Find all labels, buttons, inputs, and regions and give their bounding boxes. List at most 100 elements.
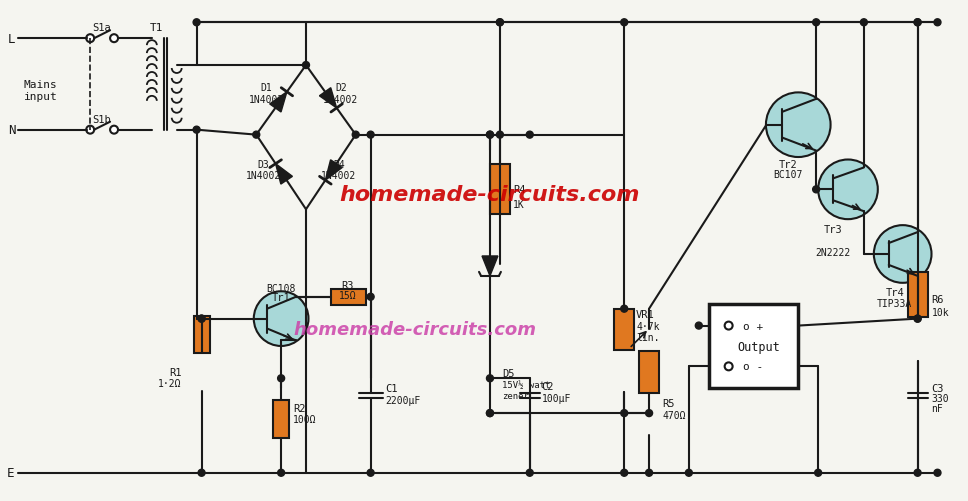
Circle shape (914, 20, 922, 27)
Circle shape (813, 20, 820, 27)
Text: N: N (8, 124, 15, 137)
Circle shape (620, 469, 627, 476)
Text: D3
1N4002: D3 1N4002 (246, 159, 281, 181)
Text: Tr3: Tr3 (824, 224, 842, 234)
Text: E: E (7, 466, 15, 479)
Circle shape (86, 35, 94, 43)
Circle shape (487, 132, 494, 139)
Text: VR1: VR1 (636, 309, 655, 319)
Text: Output: Output (737, 340, 780, 353)
Text: Mains: Mains (23, 80, 57, 90)
Polygon shape (319, 89, 337, 109)
Circle shape (86, 126, 94, 134)
Text: R5: R5 (662, 398, 675, 408)
Text: 470Ω: 470Ω (662, 410, 685, 420)
Text: BC108: BC108 (266, 283, 296, 293)
Circle shape (914, 316, 922, 323)
Text: C2: C2 (542, 381, 554, 391)
Circle shape (198, 316, 205, 323)
Circle shape (527, 132, 533, 139)
Bar (331, 289, 366, 305)
Circle shape (934, 20, 941, 27)
Polygon shape (276, 164, 292, 185)
Circle shape (685, 469, 692, 476)
Text: 15Ω: 15Ω (339, 290, 356, 300)
Circle shape (487, 410, 494, 417)
Text: o -: o - (743, 362, 764, 372)
Polygon shape (270, 93, 287, 113)
Circle shape (497, 132, 503, 139)
Text: L: L (8, 33, 15, 46)
Text: homemade-circuits.com: homemade-circuits.com (340, 185, 640, 205)
Text: 100Ω: 100Ω (293, 414, 317, 424)
Circle shape (487, 410, 494, 417)
Circle shape (813, 186, 820, 193)
Text: Tr4: Tr4 (886, 287, 904, 297)
Circle shape (934, 469, 941, 476)
Bar (615, 309, 634, 351)
Text: input: input (23, 92, 57, 102)
Text: S1b: S1b (93, 115, 111, 124)
Circle shape (914, 316, 922, 323)
Circle shape (367, 132, 374, 139)
Circle shape (352, 132, 359, 139)
Text: D1
1N4002: D1 1N4002 (249, 83, 284, 105)
Circle shape (367, 294, 374, 301)
Polygon shape (325, 160, 342, 181)
Circle shape (695, 323, 703, 329)
Circle shape (646, 469, 652, 476)
Ellipse shape (818, 160, 878, 220)
Text: R1: R1 (169, 368, 182, 378)
Text: 15V½ watt: 15V½ watt (501, 380, 550, 389)
Text: 10k: 10k (931, 307, 950, 317)
Text: Tr1: Tr1 (272, 292, 290, 302)
Circle shape (914, 469, 922, 476)
Text: S1a: S1a (93, 23, 111, 33)
Ellipse shape (254, 292, 309, 346)
Polygon shape (482, 257, 498, 277)
Text: C3: C3 (931, 383, 944, 393)
Circle shape (278, 375, 285, 382)
Circle shape (725, 363, 733, 371)
Circle shape (914, 20, 922, 27)
Text: C1: C1 (385, 383, 398, 393)
Text: Tr2: Tr2 (779, 160, 798, 170)
Text: R3: R3 (342, 280, 354, 290)
Circle shape (303, 63, 310, 69)
Text: BC107: BC107 (773, 170, 803, 180)
Text: R6: R6 (931, 294, 944, 304)
Text: R2: R2 (293, 403, 306, 413)
Circle shape (198, 469, 205, 476)
Text: homemade-circuits.com: homemade-circuits.com (294, 320, 537, 338)
Circle shape (497, 20, 503, 27)
Text: D2
1N4002: D2 1N4002 (323, 83, 358, 105)
Circle shape (527, 469, 533, 476)
Text: o +: o + (743, 321, 764, 331)
Circle shape (194, 20, 200, 27)
Text: D5: D5 (501, 369, 514, 379)
Text: 1K: 1K (513, 200, 525, 210)
Bar (639, 352, 659, 393)
Text: TIP33A: TIP33A (877, 298, 912, 308)
Circle shape (487, 132, 494, 139)
Text: lin.: lin. (636, 332, 659, 342)
Circle shape (367, 469, 374, 476)
Text: 2N2222: 2N2222 (815, 247, 851, 258)
Circle shape (620, 410, 627, 417)
Ellipse shape (766, 93, 831, 158)
Text: 100µF: 100µF (542, 393, 571, 403)
Bar (273, 400, 289, 438)
Circle shape (110, 126, 118, 134)
Text: 2200µF: 2200µF (385, 395, 421, 405)
Text: D4
1N4002: D4 1N4002 (321, 159, 356, 181)
Bar (194, 316, 209, 354)
Text: T1: T1 (150, 23, 164, 33)
Circle shape (620, 20, 627, 27)
Circle shape (278, 469, 285, 476)
Circle shape (497, 20, 503, 27)
Circle shape (861, 20, 867, 27)
Text: zener: zener (501, 391, 529, 400)
Bar (490, 165, 510, 215)
Text: 330: 330 (931, 393, 950, 403)
Circle shape (110, 35, 118, 43)
